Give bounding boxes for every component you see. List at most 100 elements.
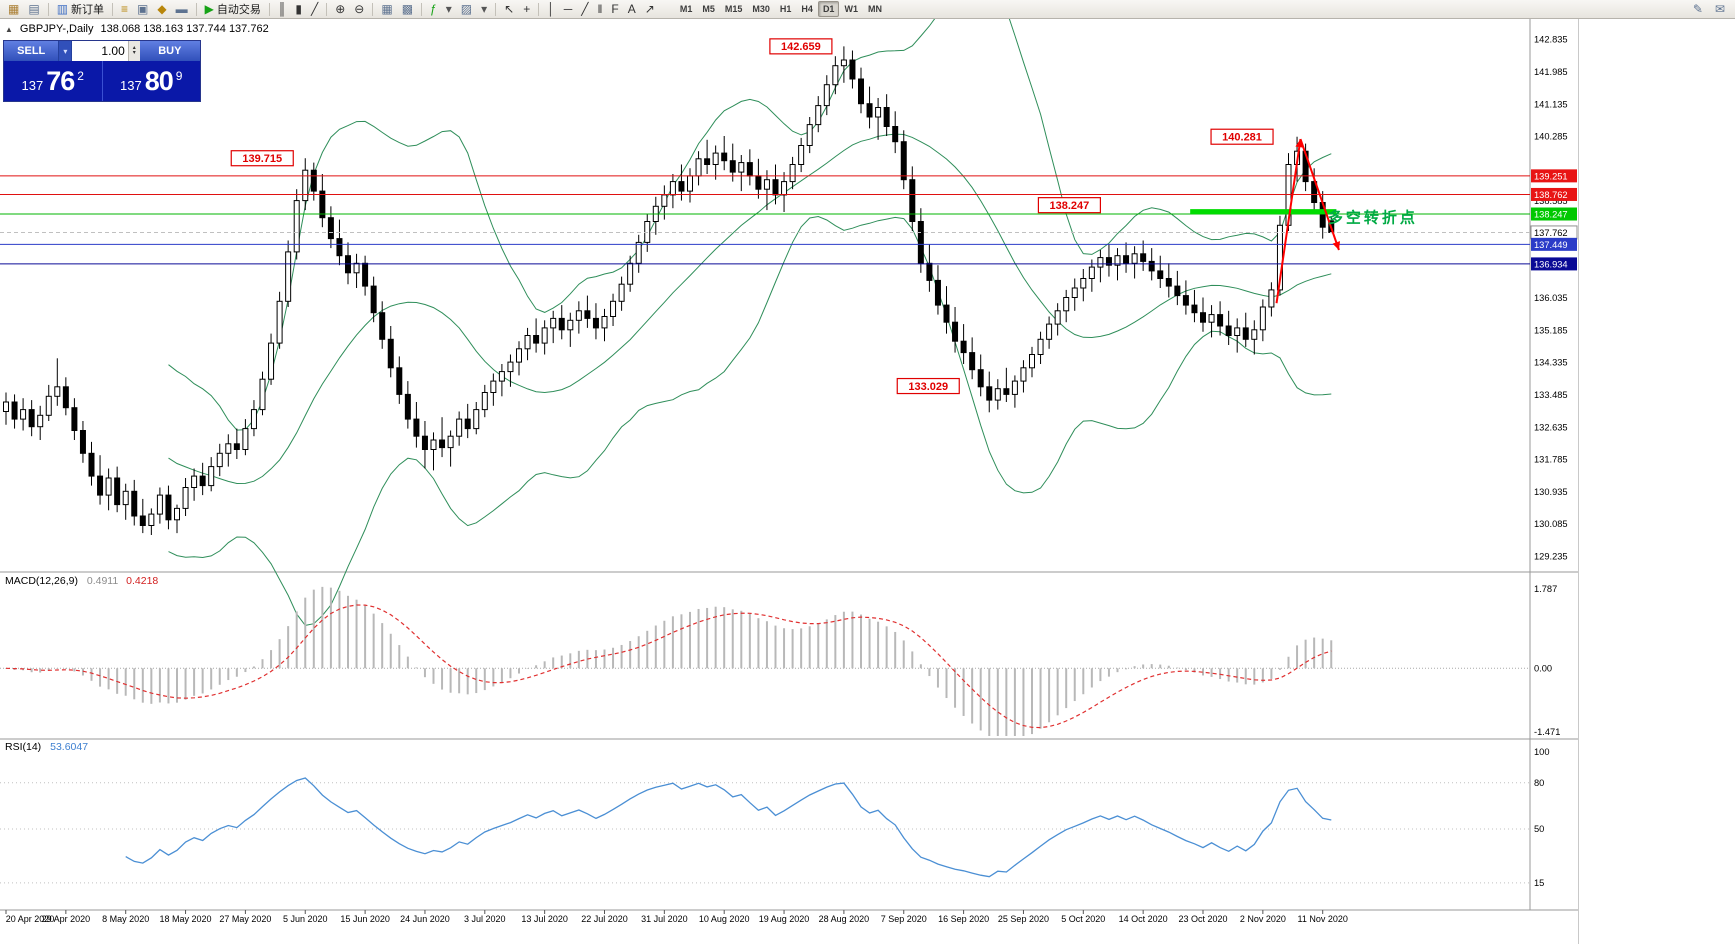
candle-body	[225, 443, 232, 454]
macd-histogram-bar	[1133, 666, 1136, 669]
profiles-button[interactable]: ▤	[24, 1, 43, 18]
date-label: 20 Apr 2020	[6, 914, 55, 924]
chart-plot[interactable]: 多空转折点 142.659 139.715 140.281 138.247 133.029…	[0, 19, 1578, 944]
candle-body	[1191, 304, 1198, 314]
macd-histogram-bar	[1227, 668, 1230, 682]
cursor-button[interactable]: ↖	[500, 1, 518, 18]
bid-price[interactable]: 137 76 2	[4, 61, 102, 101]
candle-body	[413, 418, 420, 437]
date-label: 31 Jul 2020	[641, 914, 688, 924]
templates-dropdown[interactable]: ▾	[477, 1, 491, 18]
timeframe-h4[interactable]: H4	[801, 4, 813, 14]
toolbar-separator	[421, 2, 423, 16]
price-callout-box[interactable]	[769, 38, 833, 55]
annotation-note[interactable]: 多空转折点	[1328, 209, 1418, 227]
candle-body	[1046, 323, 1053, 340]
sell-button[interactable]: SELL	[4, 41, 59, 61]
trendline-button[interactable]: ╱	[577, 1, 592, 18]
candle-body	[524, 335, 531, 350]
candle-body	[79, 430, 86, 454]
timeframe-m30[interactable]: M30	[752, 4, 770, 14]
timeframe-h1[interactable]: H1	[779, 4, 792, 14]
candle-body	[986, 386, 993, 401]
date-label: 18 May 2020	[160, 914, 212, 924]
price-callout-box[interactable]	[1037, 197, 1102, 214]
new-order-button-label: 新订单	[71, 4, 105, 16]
macd-histogram-bar	[1261, 668, 1264, 683]
macd-label: MACD(12,26,9)	[5, 575, 78, 587]
macd-histogram-bar	[1210, 668, 1213, 677]
crosshair-button[interactable]: +	[519, 1, 534, 18]
candle-body	[1234, 327, 1241, 336]
autotrading-button[interactable]: ▶ 自动交易	[201, 1, 265, 18]
order-options-caret-icon[interactable]: ▾	[58, 41, 73, 61]
candle-body	[516, 348, 522, 363]
macd-histogram-bar	[723, 607, 726, 669]
channel-button[interactable]: ‖	[593, 1, 606, 18]
indicators-button[interactable]: ƒ	[426, 1, 441, 18]
price-callout-box[interactable]	[1210, 128, 1274, 145]
trend-arrow[interactable]	[1299, 138, 1340, 251]
date-label: 13 Jul 2020	[521, 914, 568, 924]
price-callout-box[interactable]	[230, 150, 294, 167]
fibonacci-button[interactable]: F	[607, 1, 622, 18]
text-button[interactable]: A	[624, 1, 640, 18]
ask-price[interactable]: 137 80 9	[103, 61, 201, 101]
macd-histogram-bar	[47, 668, 50, 671]
timeframe-m1[interactable]: M1	[679, 4, 693, 14]
macd-histogram-bar	[312, 589, 315, 669]
macd-histogram-bar	[851, 611, 854, 669]
candle-body	[610, 300, 617, 317]
timeframe-m5[interactable]: M5	[702, 4, 715, 14]
timeframe-m15[interactable]: M15	[724, 4, 743, 14]
candle-body	[772, 179, 779, 196]
candle-body	[798, 145, 805, 165]
candle-body	[1114, 255, 1121, 266]
volume-stepper[interactable]: ▴ ▾	[127, 41, 140, 61]
line-chart-button[interactable]: ╱	[307, 1, 322, 18]
candle-body	[293, 200, 300, 253]
rsi-label: RSI(14)	[5, 741, 42, 753]
data-window-button[interactable]: ▣	[133, 1, 152, 18]
candle-body	[1182, 295, 1189, 306]
macd-histogram-bar	[654, 625, 657, 669]
price-callout-box[interactable]	[896, 377, 960, 395]
pencil-icon[interactable]: ✎	[1689, 1, 1707, 18]
macd-histogram-bar	[1048, 668, 1051, 723]
timeframe-w1[interactable]: W1	[844, 4, 858, 14]
mail-icon[interactable]: ✉	[1711, 1, 1729, 18]
arrows-button[interactable]: ↗	[641, 1, 659, 18]
terminal-button[interactable]: ▬	[172, 1, 192, 18]
new-order-button[interactable]: ▥ 新订单	[53, 1, 108, 18]
candlestick-chart-button[interactable]: ▮	[291, 1, 306, 18]
tile-windows-button[interactable]: ▦	[377, 1, 396, 18]
volume-input[interactable]: 1.00	[72, 41, 128, 61]
buy-button[interactable]: BUY	[139, 41, 200, 61]
candle-body	[1131, 253, 1138, 264]
candle-body	[661, 194, 668, 207]
candle-body	[926, 262, 933, 281]
macd-histogram-bar	[141, 668, 144, 703]
zoom-in-button[interactable]: ⊕	[331, 1, 349, 18]
vertical-line-button[interactable]: │	[543, 1, 559, 18]
market-watch-button[interactable]: ≡	[117, 1, 132, 18]
line-chart-icon: ╱	[310, 2, 319, 16]
zoom-out-button[interactable]: ⊖	[350, 1, 368, 18]
timeframe-mn[interactable]: MN	[867, 4, 882, 14]
chart-collapse-icon[interactable]: ▲	[5, 24, 13, 34]
macd-histogram-bar	[492, 668, 495, 687]
bar-chart-button[interactable]: ║	[274, 1, 291, 18]
horizontal-line-button[interactable]: ─	[560, 1, 577, 18]
indicators-dropdown[interactable]: ▾	[442, 1, 456, 18]
new-order-icon: ▥	[56, 2, 69, 16]
macd-histogram-bar	[783, 628, 786, 669]
navigator-button[interactable]: ◆	[153, 1, 170, 18]
timeframe-d1[interactable]: D1	[817, 1, 840, 17]
price-axis-tick: 129.235	[1534, 551, 1568, 561]
templates-button[interactable]: ▨	[457, 1, 476, 18]
trend-arrow[interactable]	[1275, 138, 1302, 304]
new-chart-button[interactable]: ▦	[4, 1, 23, 18]
candle-body	[1200, 312, 1206, 323]
cascade-windows-button[interactable]: ▩	[398, 1, 417, 18]
